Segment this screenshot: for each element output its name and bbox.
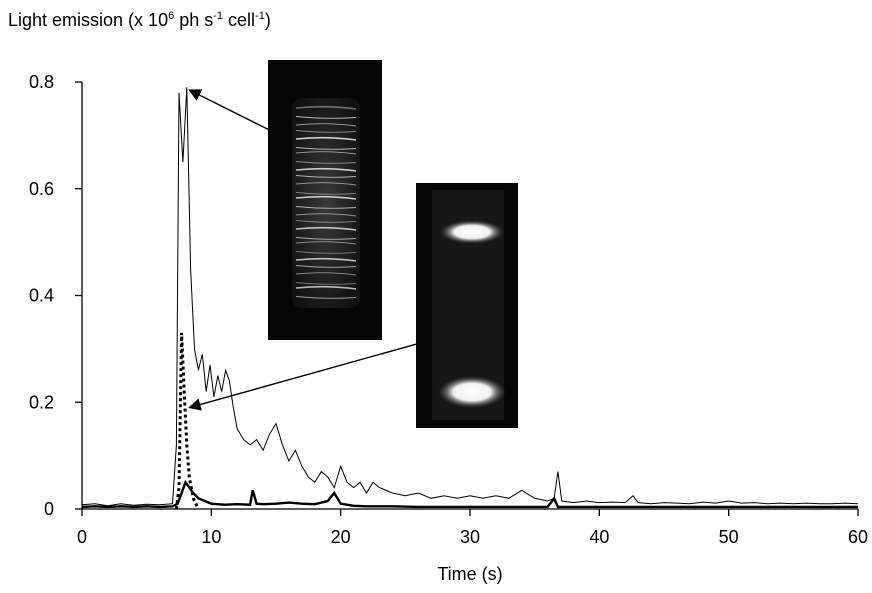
annotation-arrows [188, 89, 419, 411]
striation [295, 237, 357, 240]
y-tick-label: 0 [44, 499, 54, 519]
striation [295, 257, 357, 262]
striation [295, 220, 357, 223]
striation [295, 213, 357, 217]
striation [295, 272, 357, 276]
striation [295, 251, 357, 254]
striation [295, 226, 357, 231]
x-tick-label: 60 [848, 527, 868, 547]
striation [295, 147, 357, 150]
series-group [81, 87, 859, 510]
series-line-2 [81, 479, 858, 509]
x-axis-label: Time (s) [437, 564, 502, 584]
annotation-arrow-1 [188, 89, 270, 131]
striation [295, 241, 357, 245]
striation [295, 151, 357, 155]
y-tick-label: 0.2 [29, 392, 54, 412]
series-line-1 [81, 87, 859, 507]
axes: 0 0.2 0.4 0.6 0.8 0 10 20 30 40 50 60 Time (s) [29, 72, 868, 584]
striation [295, 175, 357, 178]
striation [295, 296, 357, 299]
inset-image-lower [416, 183, 518, 428]
x-tick-label: 10 [201, 527, 221, 547]
striation [295, 161, 357, 164]
striation [295, 136, 357, 141]
series-line-3 [174, 332, 200, 510]
x-tick-label: 30 [460, 527, 480, 547]
striation [295, 182, 357, 186]
striation [295, 285, 357, 290]
y-tick-label: 0.4 [29, 286, 54, 306]
striation [295, 130, 357, 133]
striation [295, 265, 357, 268]
striation [295, 282, 357, 285]
striation [295, 123, 357, 127]
x-tick-label: 50 [719, 527, 739, 547]
striation [295, 192, 357, 195]
striation [295, 116, 357, 119]
striation [295, 105, 357, 110]
inset-image-upper [268, 60, 382, 340]
y-tick-label: 0.6 [29, 179, 54, 199]
x-tick-label: 40 [589, 527, 609, 547]
striation [295, 167, 357, 172]
annotation-arrow-2 [188, 342, 419, 411]
x-tick-label: 20 [331, 527, 351, 547]
x-tick-label: 0 [77, 527, 87, 547]
y-axis-label: Light emission (x 106 ph s-1 cell-1) [8, 10, 271, 30]
striation [295, 195, 357, 200]
striation [295, 206, 357, 209]
y-tick-label: 0.8 [29, 72, 54, 92]
